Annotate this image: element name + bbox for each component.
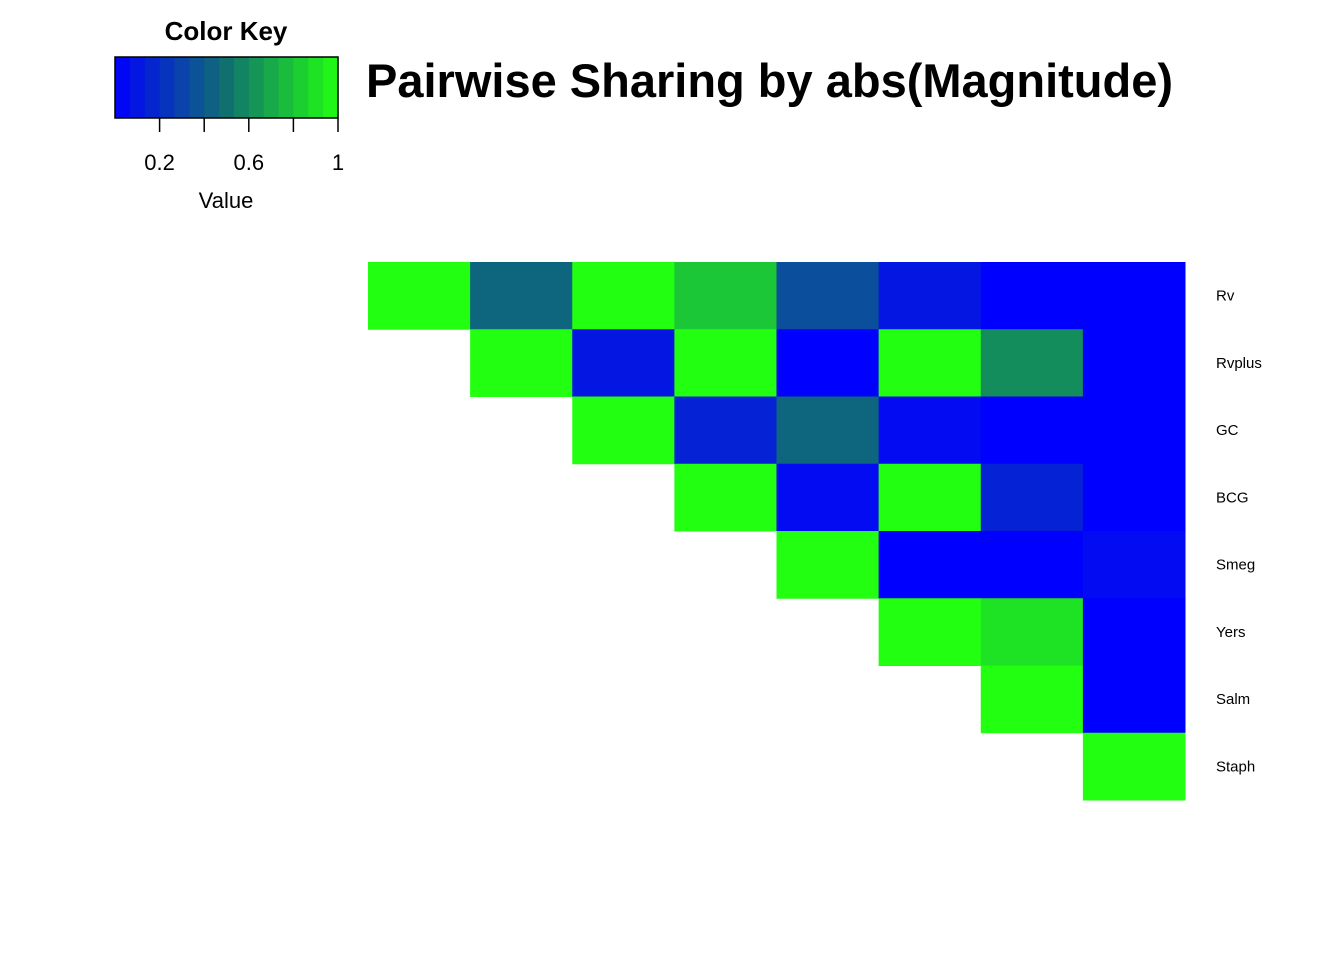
- heatmap-cell: [980, 463, 1084, 532]
- heatmap-cell: [572, 396, 675, 465]
- row-label: Smeg: [1216, 557, 1255, 574]
- heatmap-cell: [980, 598, 1084, 666]
- heatmap-cell: [470, 329, 573, 397]
- color-key-bin: [278, 57, 294, 118]
- heatmap-cell: [470, 262, 573, 330]
- heatmap-cell: [878, 598, 982, 666]
- color-key-bin: [233, 57, 250, 118]
- color-key-bin: [159, 57, 176, 118]
- row-label: BCG: [1216, 489, 1249, 506]
- heatmap-row-labels: Rv Rvplus GC BCG Smeg Yers Salm Staph: [1216, 288, 1262, 776]
- color-key-bin: [323, 57, 339, 118]
- heatmap-cell: [1082, 665, 1186, 734]
- row-label: Rv: [1216, 288, 1235, 305]
- color-key-bin: [174, 57, 190, 118]
- heatmap-cell: [1082, 396, 1186, 465]
- color-key-tick-label: 1: [332, 150, 344, 175]
- heatmap-cell: [980, 329, 1084, 397]
- heatmap-cell: [572, 262, 675, 330]
- color-key-bin: [115, 57, 131, 118]
- row-label: Salm: [1216, 691, 1250, 708]
- heatmap-cell: [776, 463, 880, 532]
- heatmap-cell: [980, 262, 1084, 330]
- heatmap-cell: [878, 329, 982, 397]
- color-key-bin: [263, 57, 280, 118]
- color-key-tick-label: 0.6: [234, 150, 265, 175]
- row-label: Rvplus: [1216, 355, 1262, 372]
- heatmap-cell: [1082, 463, 1186, 532]
- heatmap-cell: [980, 531, 1084, 599]
- chart-title: Pairwise Sharing by abs(Magnitude): [366, 54, 1173, 107]
- color-key: Color Key 0.2 0.6 1 Value: [114, 16, 344, 213]
- color-key-axis-label: Value: [199, 188, 254, 213]
- color-key-bin: [219, 57, 235, 118]
- heatmap-cell: [1082, 732, 1186, 801]
- color-key-border: [114, 56, 339, 119]
- color-key-tick-labels: 0.2 0.6 1: [144, 150, 344, 175]
- color-key-bins: [115, 57, 339, 118]
- heatmap-cell: [674, 396, 778, 465]
- heatmap-cell: [878, 531, 982, 599]
- heatmap-cell: [572, 329, 675, 397]
- heatmap-cell: [980, 665, 1084, 734]
- color-key-bin: [248, 57, 265, 118]
- heatmap-cell: [1082, 329, 1186, 397]
- row-label: Staph: [1216, 758, 1255, 775]
- heatmap-cell: [674, 463, 778, 532]
- heatmap-cell: [674, 262, 778, 330]
- row-label: GC: [1216, 422, 1239, 439]
- heatmap-cell: [776, 329, 880, 397]
- color-key-bin: [204, 57, 220, 118]
- heatmap-cell: [1082, 262, 1186, 330]
- heatmap-cell: [1082, 598, 1186, 666]
- color-key-ticks: [158, 118, 339, 132]
- color-key-tick-label: 0.2: [144, 150, 175, 175]
- heatmap-cell: [878, 262, 982, 330]
- heatmap-cell: [776, 531, 880, 599]
- color-key-bin: [144, 57, 161, 118]
- color-key-bin: [129, 57, 146, 118]
- color-key-bin: [293, 57, 309, 118]
- heatmap-cell: [776, 262, 880, 330]
- heatmap-cell: [878, 463, 982, 532]
- heatmap-cell: [980, 396, 1084, 465]
- heatmap-cell: [674, 329, 778, 397]
- color-key-bin: [308, 57, 324, 118]
- heatmap-cell: [776, 396, 880, 465]
- color-key-title: Color Key: [165, 16, 288, 46]
- heatmap-cell: [1082, 531, 1186, 599]
- heatmap-cell: [878, 396, 982, 465]
- color-key-bin: [189, 57, 205, 118]
- row-label: Yers: [1216, 624, 1245, 641]
- heatmap-cells: [368, 262, 1186, 801]
- heatmap-cell: [368, 262, 471, 330]
